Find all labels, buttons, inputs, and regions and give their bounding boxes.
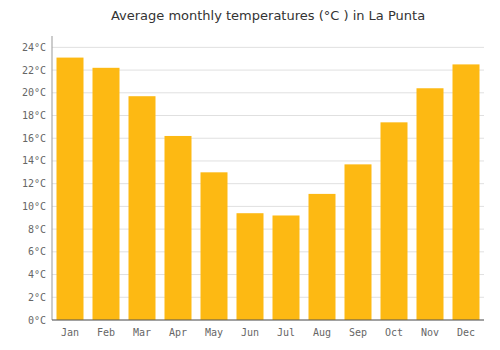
y-axis-line <box>52 36 53 320</box>
y-tick-label: 0°C <box>28 315 46 326</box>
y-tick-label: 10°C <box>22 201 46 212</box>
x-tick-label: Jan <box>61 327 79 338</box>
y-tick-label: 2°C <box>28 292 46 303</box>
x-tick-label: Dec <box>457 327 475 338</box>
bar <box>273 215 300 320</box>
title: Average monthly temperatures (°C ) in La… <box>111 8 425 23</box>
x-tick-label: Jun <box>241 327 259 338</box>
bar <box>201 172 228 320</box>
y-tick-label: 14°C <box>22 155 46 166</box>
y-tick-label: 22°C <box>22 65 46 76</box>
x-tick-label: May <box>205 327 223 338</box>
bars <box>57 58 480 320</box>
bar <box>165 136 192 320</box>
x-tick-label: Oct <box>385 327 403 338</box>
grid-line <box>52 47 484 48</box>
y-tick-label: 18°C <box>22 110 46 121</box>
y-ticks: 0°C 2°C 4°C 6°C 8°C 10°C 12°C 14°C 16°C 18°C 20°C 2… <box>22 42 46 326</box>
y-tick-label: 4°C <box>28 269 46 280</box>
x-tick-label: Apr <box>169 327 187 338</box>
bar <box>417 88 444 320</box>
x-ticks: Jan Feb Mar Apr May Jun Jul Aug Sep Oct Nov Dec <box>61 327 475 338</box>
bar <box>309 194 336 320</box>
x-tick-label: Jul <box>277 327 295 338</box>
y-tick-label: 20°C <box>22 87 46 98</box>
grid <box>52 47 484 320</box>
x-tick-label: Mar <box>133 327 151 338</box>
bar <box>129 96 156 320</box>
x-tick-label: Sep <box>349 327 367 338</box>
y-tick-label: 8°C <box>28 224 46 235</box>
y-tick-label: 6°C <box>28 246 46 257</box>
x-tick-label: Nov <box>421 327 439 338</box>
x-tick-label: Aug <box>313 327 331 338</box>
bar <box>381 122 408 320</box>
y-tick-label: 24°C <box>22 42 46 53</box>
chart: Average monthly temperatures (°C ) in La… <box>0 0 500 350</box>
bar <box>453 64 480 320</box>
bar <box>57 58 84 320</box>
bar <box>345 164 372 320</box>
x-axis-line <box>52 320 484 321</box>
grid-line <box>52 320 484 321</box>
x-tick-label: Feb <box>97 327 115 338</box>
bar <box>237 213 264 320</box>
y-tick-label: 16°C <box>22 133 46 144</box>
y-tick-label: 12°C <box>22 178 46 189</box>
bar <box>93 68 120 320</box>
